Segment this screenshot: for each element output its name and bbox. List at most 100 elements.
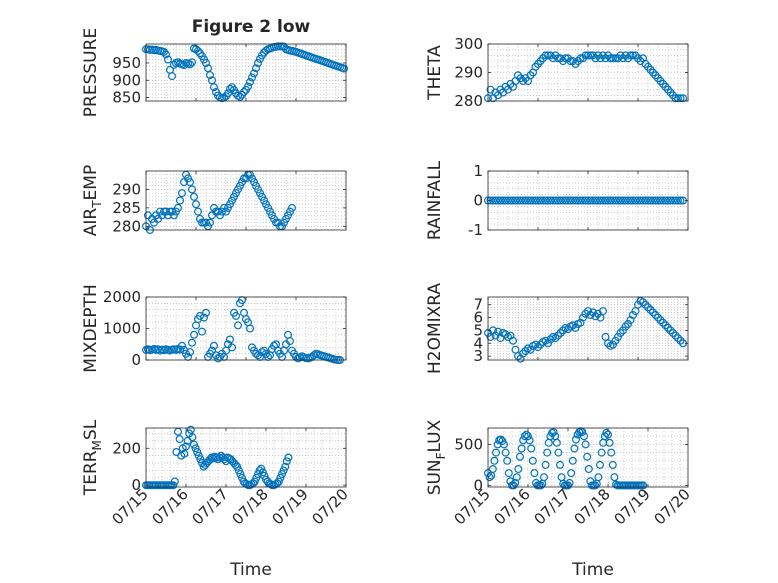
data-point [523,196,532,205]
data-point [583,196,592,205]
data-point [676,94,685,103]
data-point [536,340,545,349]
series-markers [142,296,345,365]
data-point [568,196,577,205]
data-point [608,54,617,63]
data-point [546,196,555,205]
data-point [176,196,185,205]
data-point [673,196,682,205]
data-point [521,196,530,205]
data-point [551,334,560,343]
data-point [613,196,622,205]
data-point [583,452,592,461]
y-tick-label: 950 [112,54,141,72]
y-tick-label: 4 [473,334,483,352]
data-point [668,329,677,338]
y-axis-label: TERRMSL [81,419,104,496]
data-point [598,307,607,316]
data-point [606,54,615,63]
data-point [252,64,261,73]
data-point [605,438,614,447]
data-point [206,218,215,227]
data-point [591,196,600,205]
data-point [246,324,255,333]
data-point [244,82,253,91]
series-markers [142,170,297,235]
data-point [490,456,499,465]
data-point [258,348,267,357]
data-point [538,196,547,205]
data-point [536,196,545,205]
data-point [511,196,520,205]
data-point [621,322,630,331]
data-point [182,442,191,451]
data-point [281,462,290,471]
data-point [581,440,590,449]
y-axis-label: PRESSURE [81,28,101,117]
data-point [663,323,672,332]
data-point [496,196,505,205]
data-point [603,339,612,348]
data-point [501,448,510,457]
data-point [656,316,665,325]
data-point [571,196,580,205]
data-point [180,61,189,70]
data-point [527,444,536,453]
data-point [578,196,587,205]
data-point [623,320,632,329]
data-point [226,84,235,93]
data-point [678,94,687,103]
data-point [539,473,548,482]
data-point [516,196,525,205]
data-point [628,196,637,205]
data-point [646,196,655,205]
data-point [661,321,670,330]
data-point [666,326,675,335]
data-point [491,196,500,205]
data-point [196,455,205,464]
y-axis-label: SUNFLUX [425,419,448,495]
grid [146,428,346,487]
y-tick-label: 2000 [103,288,141,306]
data-point [616,329,625,338]
data-point [596,196,605,205]
data-point [610,473,619,482]
data-point [591,481,600,490]
data-point [191,444,200,453]
data-point [523,432,532,441]
data-point [613,332,622,341]
data-point [626,196,635,205]
data-point [628,311,637,320]
data-point [553,331,562,340]
data-point [626,51,635,60]
data-point [581,51,590,60]
data-point [578,428,587,437]
figure-title: Figure 2 low [192,17,311,37]
data-point [202,308,211,317]
data-point [200,313,209,322]
data-point [601,196,610,205]
data-point [506,196,515,205]
data-point [178,189,187,198]
data-point [178,341,187,350]
y-tick-label: 1000 [103,320,141,338]
y-tick-label: 850 [112,89,141,107]
data-point [310,351,319,360]
data-point [236,92,245,101]
data-point [192,200,201,209]
data-point [528,456,537,465]
data-point [501,330,510,339]
data-point [603,196,612,205]
data-point [154,345,163,354]
data-point [588,196,597,205]
data-point [250,477,259,486]
y-tick-label: 900 [112,71,141,89]
data-point [274,477,283,486]
data-point [204,64,213,73]
data-point [581,196,590,205]
data-point [176,345,185,354]
data-point [531,196,540,205]
data-point [558,196,567,205]
y-tick-label: 285 [112,199,141,217]
data-point [651,196,660,205]
